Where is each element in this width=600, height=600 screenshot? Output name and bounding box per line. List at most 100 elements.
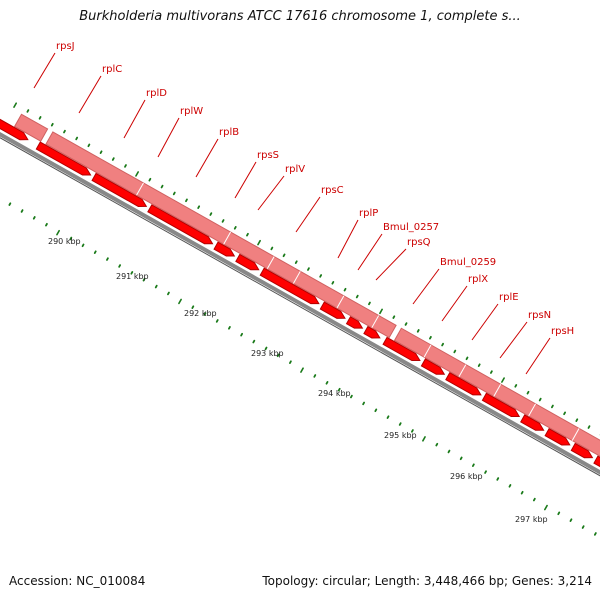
- scale-tick: [178, 298, 182, 305]
- gene-arrow[interactable]: [91, 172, 148, 207]
- feature-band-segment: [45, 131, 397, 339]
- scale-label: 291 kbp: [116, 272, 149, 281]
- chromosome-backbone: [0, 131, 600, 477]
- topology-summary-text: Topology: circular; Length: 3,448,466 bp…: [262, 574, 592, 588]
- scale-tick: [185, 198, 188, 203]
- gene-arrow[interactable]: [35, 141, 92, 176]
- scale-tick: [355, 294, 359, 299]
- scale-tick: [215, 319, 219, 323]
- scale-tick: [45, 222, 48, 227]
- gene-arrow[interactable]: [593, 455, 600, 479]
- gene-arrow[interactable]: [481, 392, 521, 418]
- scale-tick: [569, 518, 573, 522]
- scale-tick: [167, 291, 170, 296]
- scale-tick: [289, 360, 292, 364]
- scale-tick: [422, 436, 426, 442]
- gene-label: Bmul_0259: [440, 257, 496, 268]
- scale-tick: [118, 264, 122, 268]
- gene-arrow[interactable]: [520, 414, 545, 431]
- gene-arrow[interactable]: [259, 267, 320, 305]
- scale-tick: [459, 456, 463, 461]
- gene-arrow[interactable]: [445, 372, 482, 396]
- gene-leader-line: [499, 321, 528, 359]
- scale-tick: [240, 332, 244, 337]
- gene-label: Bmul_0257: [383, 222, 439, 233]
- gene-label: rplB: [219, 127, 239, 138]
- scale-tick: [294, 260, 298, 264]
- gene-arrows[interactable]: [0, 118, 600, 480]
- scale-tick: [465, 356, 469, 361]
- scale-tick: [50, 122, 54, 127]
- gene-arrow[interactable]: [570, 442, 594, 459]
- band-divider: [571, 428, 580, 441]
- gene-arrow[interactable]: [0, 118, 29, 141]
- scale-tick: [319, 274, 323, 278]
- scale-tick: [581, 525, 585, 529]
- scale-tick: [209, 212, 213, 216]
- scale-tick: [75, 136, 79, 141]
- scale-label: 290 kbp: [48, 237, 81, 246]
- scale-tick: [374, 408, 378, 413]
- scale-tick: [447, 449, 451, 454]
- scale-tick: [264, 346, 268, 351]
- scale-tick: [197, 205, 201, 209]
- scale-tick: [246, 232, 249, 237]
- scale-tick: [520, 490, 524, 495]
- gene-leader-line: [123, 99, 146, 139]
- gene-label: rpsC: [321, 185, 344, 196]
- gene-arrow[interactable]: [544, 428, 571, 446]
- band-divider: [371, 315, 380, 328]
- gene-leader-line: [525, 337, 551, 375]
- scale-tick: [325, 381, 329, 385]
- band-divider: [336, 295, 345, 309]
- gene-leader-line: [357, 233, 383, 271]
- backbone-line: [0, 131, 600, 475]
- scale-tick: [26, 109, 30, 113]
- scale-tick: [508, 484, 512, 488]
- gene-arrow[interactable]: [345, 316, 364, 329]
- scale-tick: [87, 143, 91, 148]
- scale-tick: [429, 335, 432, 340]
- gene-arrow[interactable]: [213, 241, 236, 257]
- scale-label: 295 kbp: [384, 431, 417, 440]
- gene-arrow[interactable]: [363, 325, 381, 339]
- accession-text: Accession: NC_010084: [9, 574, 146, 588]
- scale-tick: [93, 250, 97, 255]
- gene-leader-line: [375, 248, 407, 281]
- scale-ticks: [8, 102, 600, 536]
- gene-label: rpsQ: [407, 237, 431, 248]
- gene-leader-line: [295, 196, 321, 233]
- scale-label: 293 kbp: [251, 349, 284, 358]
- band-divider: [136, 182, 144, 196]
- gene-arrow[interactable]: [382, 336, 421, 362]
- scale-label: 297 kbp: [515, 515, 548, 524]
- scale-tick: [386, 415, 390, 419]
- scale-label: 294 kbp: [318, 389, 351, 398]
- scale-tick: [416, 329, 420, 333]
- gene-arrow[interactable]: [147, 204, 214, 245]
- scale-tick: [282, 253, 286, 258]
- scale-tick: [484, 470, 487, 474]
- gene-arrow[interactable]: [319, 301, 346, 319]
- scale-tick: [148, 177, 152, 182]
- gene-leader-line: [257, 175, 285, 211]
- gene-label: rplD: [146, 88, 167, 99]
- scale-tick: [203, 312, 207, 316]
- scale-tick: [8, 202, 12, 206]
- scale-tick: [106, 257, 109, 261]
- gene-leader-line: [471, 303, 499, 341]
- scale-tick: [154, 284, 158, 289]
- gene-label: rplE: [499, 292, 519, 303]
- band-divider: [458, 364, 467, 378]
- gene-arrow[interactable]: [420, 358, 446, 375]
- scale-tick: [368, 301, 371, 306]
- scale-tick: [526, 390, 530, 395]
- scale-tick: [501, 377, 505, 383]
- scale-tick: [350, 394, 353, 399]
- gene-label: rpsH: [551, 326, 574, 337]
- gene-arrow[interactable]: [235, 253, 260, 271]
- scale-tick: [435, 442, 439, 447]
- scale-tick: [63, 129, 66, 134]
- gene-labels: rpsJ rplC rplD rplW rplB rpsS rplV rpsC rplP Bmul…: [33, 41, 574, 375]
